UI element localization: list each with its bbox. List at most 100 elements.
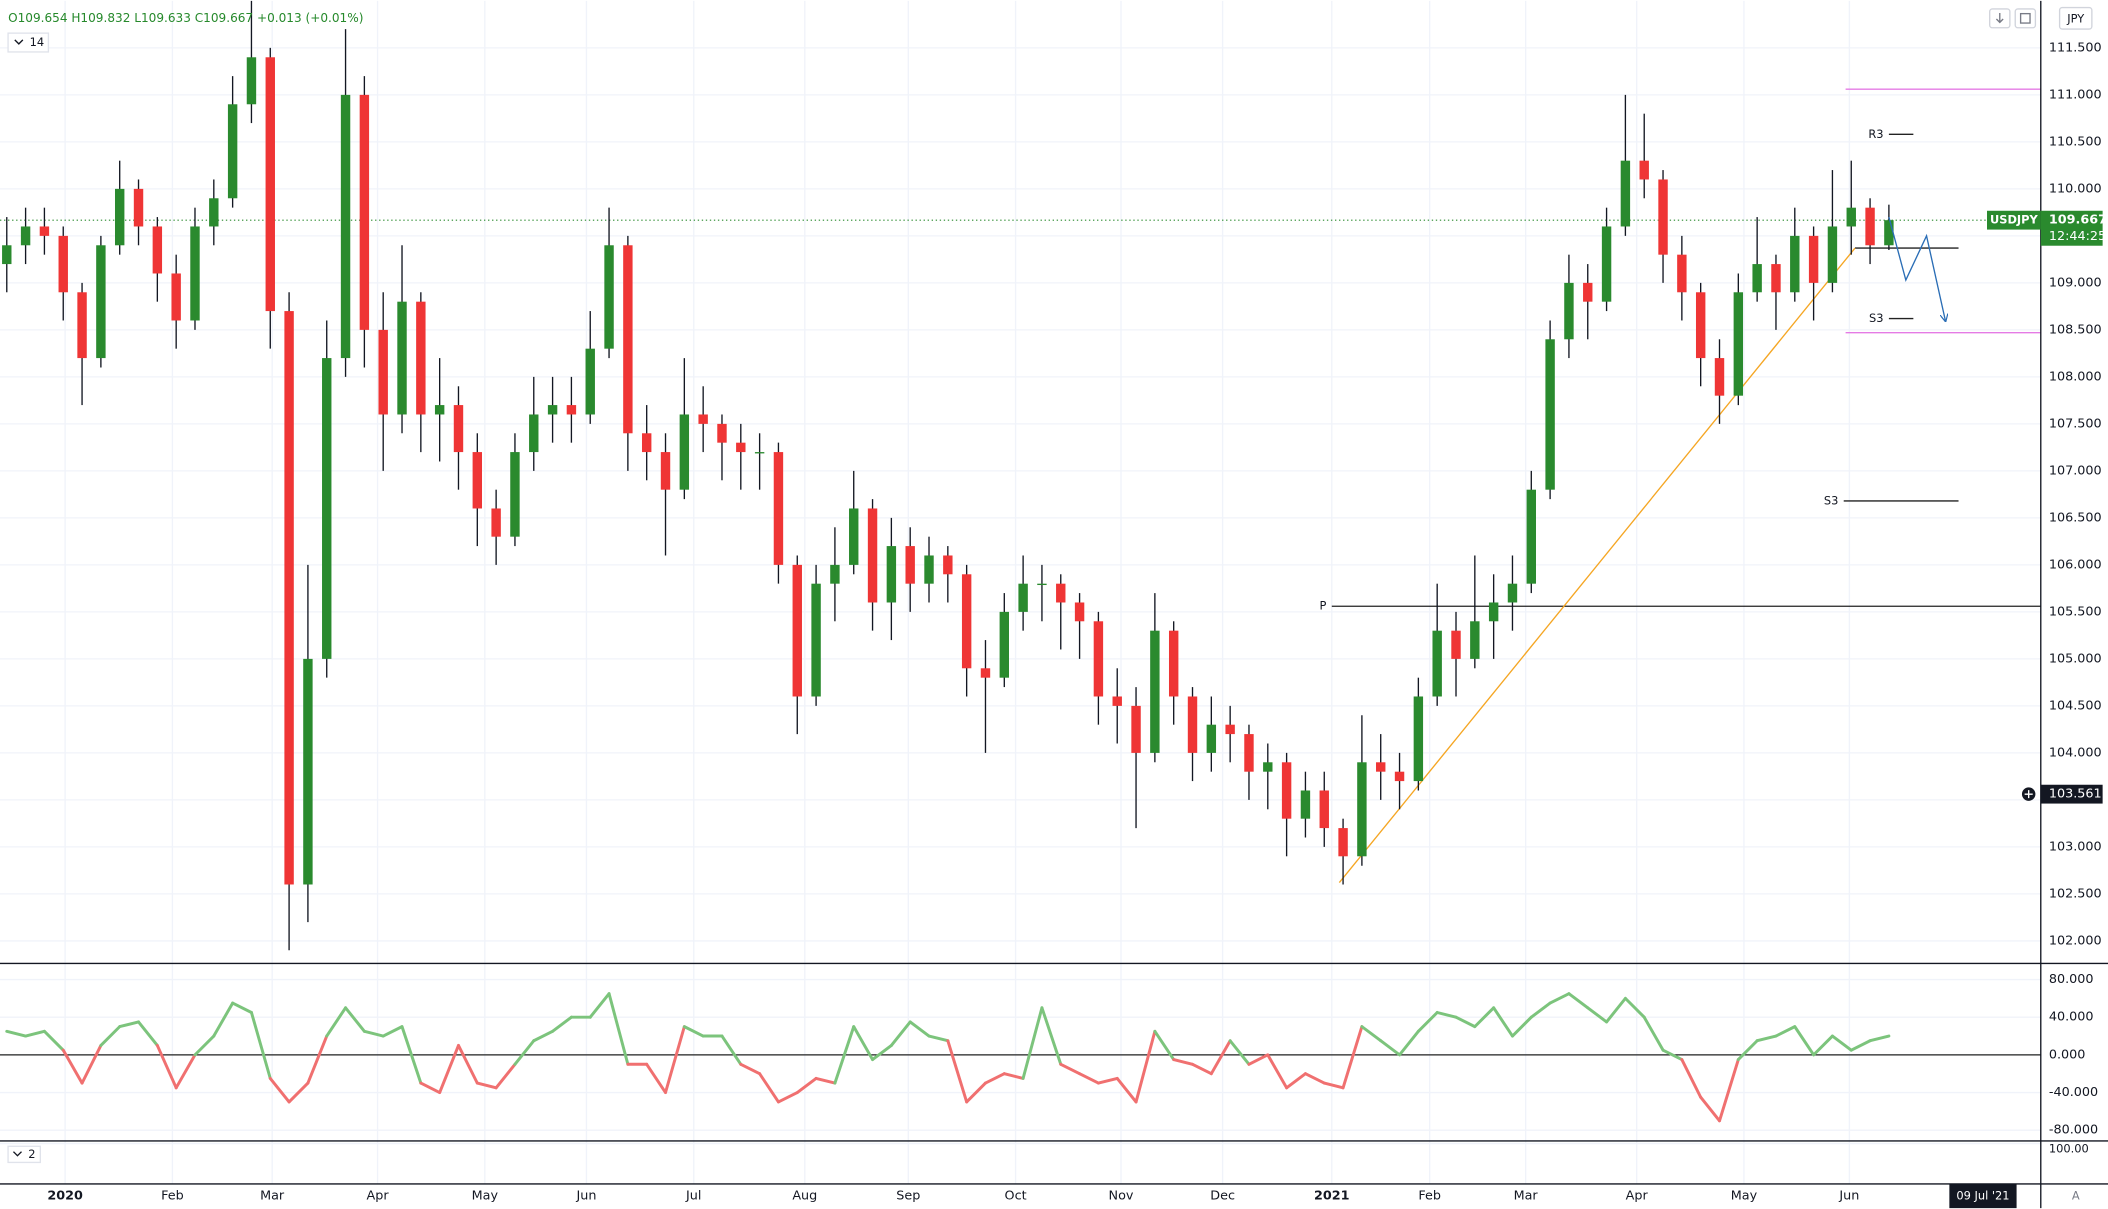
auto-scale-button[interactable]: A bbox=[2072, 1189, 2080, 1203]
x-tick-label: Aug bbox=[792, 1189, 817, 1204]
candle-body bbox=[736, 442, 746, 453]
candle-body bbox=[547, 405, 558, 415]
candle-body bbox=[1376, 762, 1386, 772]
x-tick-label: Apr bbox=[1626, 1189, 1649, 1204]
oscillator-segment bbox=[776, 1091, 799, 1104]
pivot-label: P bbox=[1320, 599, 1327, 613]
candle-body bbox=[924, 555, 934, 584]
candle-body bbox=[660, 452, 671, 490]
oscillator-segment bbox=[946, 1039, 969, 1104]
symbol-tag bbox=[1987, 210, 2041, 230]
candle-body bbox=[1695, 292, 1706, 359]
oscillator-segment bbox=[494, 1062, 517, 1090]
candle-body bbox=[1583, 282, 1593, 302]
oscillator-segment bbox=[325, 1006, 348, 1038]
oscillator-segment bbox=[1680, 1058, 1703, 1099]
y-tick-label: 111.000 bbox=[2049, 87, 2102, 102]
candle-body bbox=[1677, 254, 1687, 293]
oscillator-segment bbox=[927, 1034, 950, 1043]
oscillator-segment bbox=[1586, 1006, 1609, 1024]
candle-body bbox=[1018, 583, 1028, 612]
oscillator-segment bbox=[137, 1020, 159, 1047]
oscillator-segment bbox=[362, 1029, 385, 1038]
labels-layer: 102.000102.500103.000103.500104.000104.5… bbox=[7, 11, 2107, 1209]
candle-body bbox=[1507, 583, 1518, 603]
candle-body bbox=[1357, 762, 1367, 857]
candle-body bbox=[39, 226, 50, 236]
oscillator-segment bbox=[1548, 992, 1571, 1005]
candle-body bbox=[830, 564, 840, 584]
y-tick-label: 107.000 bbox=[2049, 463, 2102, 478]
oscillator-segment bbox=[1623, 996, 1646, 1019]
y-tick-label: 110.500 bbox=[2049, 134, 2102, 149]
oscillator-segment bbox=[155, 1043, 178, 1090]
oscillator-segment bbox=[287, 1081, 310, 1104]
oscillator-segment bbox=[1699, 1095, 1721, 1123]
candle-body bbox=[227, 104, 238, 199]
pivot-label: S3 bbox=[1824, 493, 1839, 507]
oscillator-segment bbox=[908, 1020, 931, 1038]
y-tick-label: 0.000 bbox=[2049, 1047, 2086, 1062]
oscillator-segment bbox=[607, 992, 630, 1066]
oscillator-segment bbox=[682, 1025, 705, 1038]
oscillator-segment bbox=[1510, 1015, 1533, 1038]
candle-body bbox=[1206, 724, 1217, 753]
oscillator-segment bbox=[1115, 1076, 1138, 1104]
candle-body bbox=[1093, 621, 1104, 697]
oscillator-segment bbox=[306, 1034, 329, 1085]
candle-body bbox=[585, 348, 595, 415]
oscillator-segment bbox=[1398, 1029, 1420, 1057]
oscillator-segment bbox=[1793, 1025, 1816, 1057]
reset-button[interactable] bbox=[2014, 8, 2037, 29]
currency-label: JPY bbox=[2066, 12, 2084, 26]
oscillator-segment bbox=[419, 1081, 442, 1095]
oscillator-segment bbox=[983, 1072, 1006, 1085]
candle-body bbox=[58, 235, 68, 293]
candle-body bbox=[641, 433, 652, 453]
oscillator-segment bbox=[795, 1076, 818, 1095]
oscillator-segment bbox=[588, 992, 611, 1019]
oscillator-segment bbox=[174, 1053, 197, 1090]
y-tick-label: 40.000 bbox=[2049, 1010, 2094, 1025]
oscillator-segment bbox=[212, 1001, 235, 1038]
candle-body bbox=[416, 301, 426, 415]
y-tick-label: 104.000 bbox=[2049, 745, 2102, 760]
oscillator-segment bbox=[1303, 1072, 1326, 1085]
oscillator-segment bbox=[193, 1034, 216, 1057]
candle-body bbox=[1394, 771, 1405, 782]
oscillator-segment bbox=[1774, 1025, 1797, 1038]
oscillator-segment bbox=[1529, 1001, 1552, 1019]
candle-body bbox=[1470, 621, 1480, 659]
candle-body bbox=[1150, 630, 1160, 753]
candle-body bbox=[434, 405, 445, 415]
oscillator-segment bbox=[99, 1025, 122, 1047]
oscillator-segment bbox=[1322, 1081, 1345, 1090]
oscillator-segment bbox=[400, 1025, 423, 1085]
oscillator-segment bbox=[1849, 1039, 1872, 1052]
pane-legend-caret bbox=[12, 1151, 22, 1157]
y-tick-label: 104.500 bbox=[2049, 698, 2102, 713]
oscillator-segment bbox=[664, 1025, 686, 1095]
candle-body bbox=[604, 245, 614, 349]
candle-body bbox=[1639, 160, 1649, 180]
candle-body bbox=[1658, 179, 1668, 255]
candle-body bbox=[152, 226, 163, 274]
oscillator-segment bbox=[1661, 1048, 1684, 1062]
currency-button[interactable] bbox=[2058, 6, 2093, 30]
oscillator-segment bbox=[344, 1006, 366, 1033]
candle-body bbox=[1451, 630, 1461, 659]
oscillator-segment bbox=[1341, 1025, 1364, 1090]
oscillator-segment bbox=[249, 1011, 272, 1080]
candle-body bbox=[1714, 358, 1725, 396]
candle-body bbox=[1545, 339, 1555, 490]
candle-body bbox=[849, 508, 859, 565]
candle-body bbox=[1131, 705, 1141, 753]
candle-body bbox=[96, 245, 106, 359]
oscillator-segment bbox=[1736, 1039, 1759, 1062]
oscillator-segment bbox=[871, 1043, 893, 1062]
x-tick-label: Jun bbox=[1838, 1189, 1859, 1204]
candle-body bbox=[717, 423, 727, 443]
oscillator-segment bbox=[1492, 1006, 1514, 1038]
y-tick-label: 100.00 bbox=[2049, 1141, 2089, 1155]
